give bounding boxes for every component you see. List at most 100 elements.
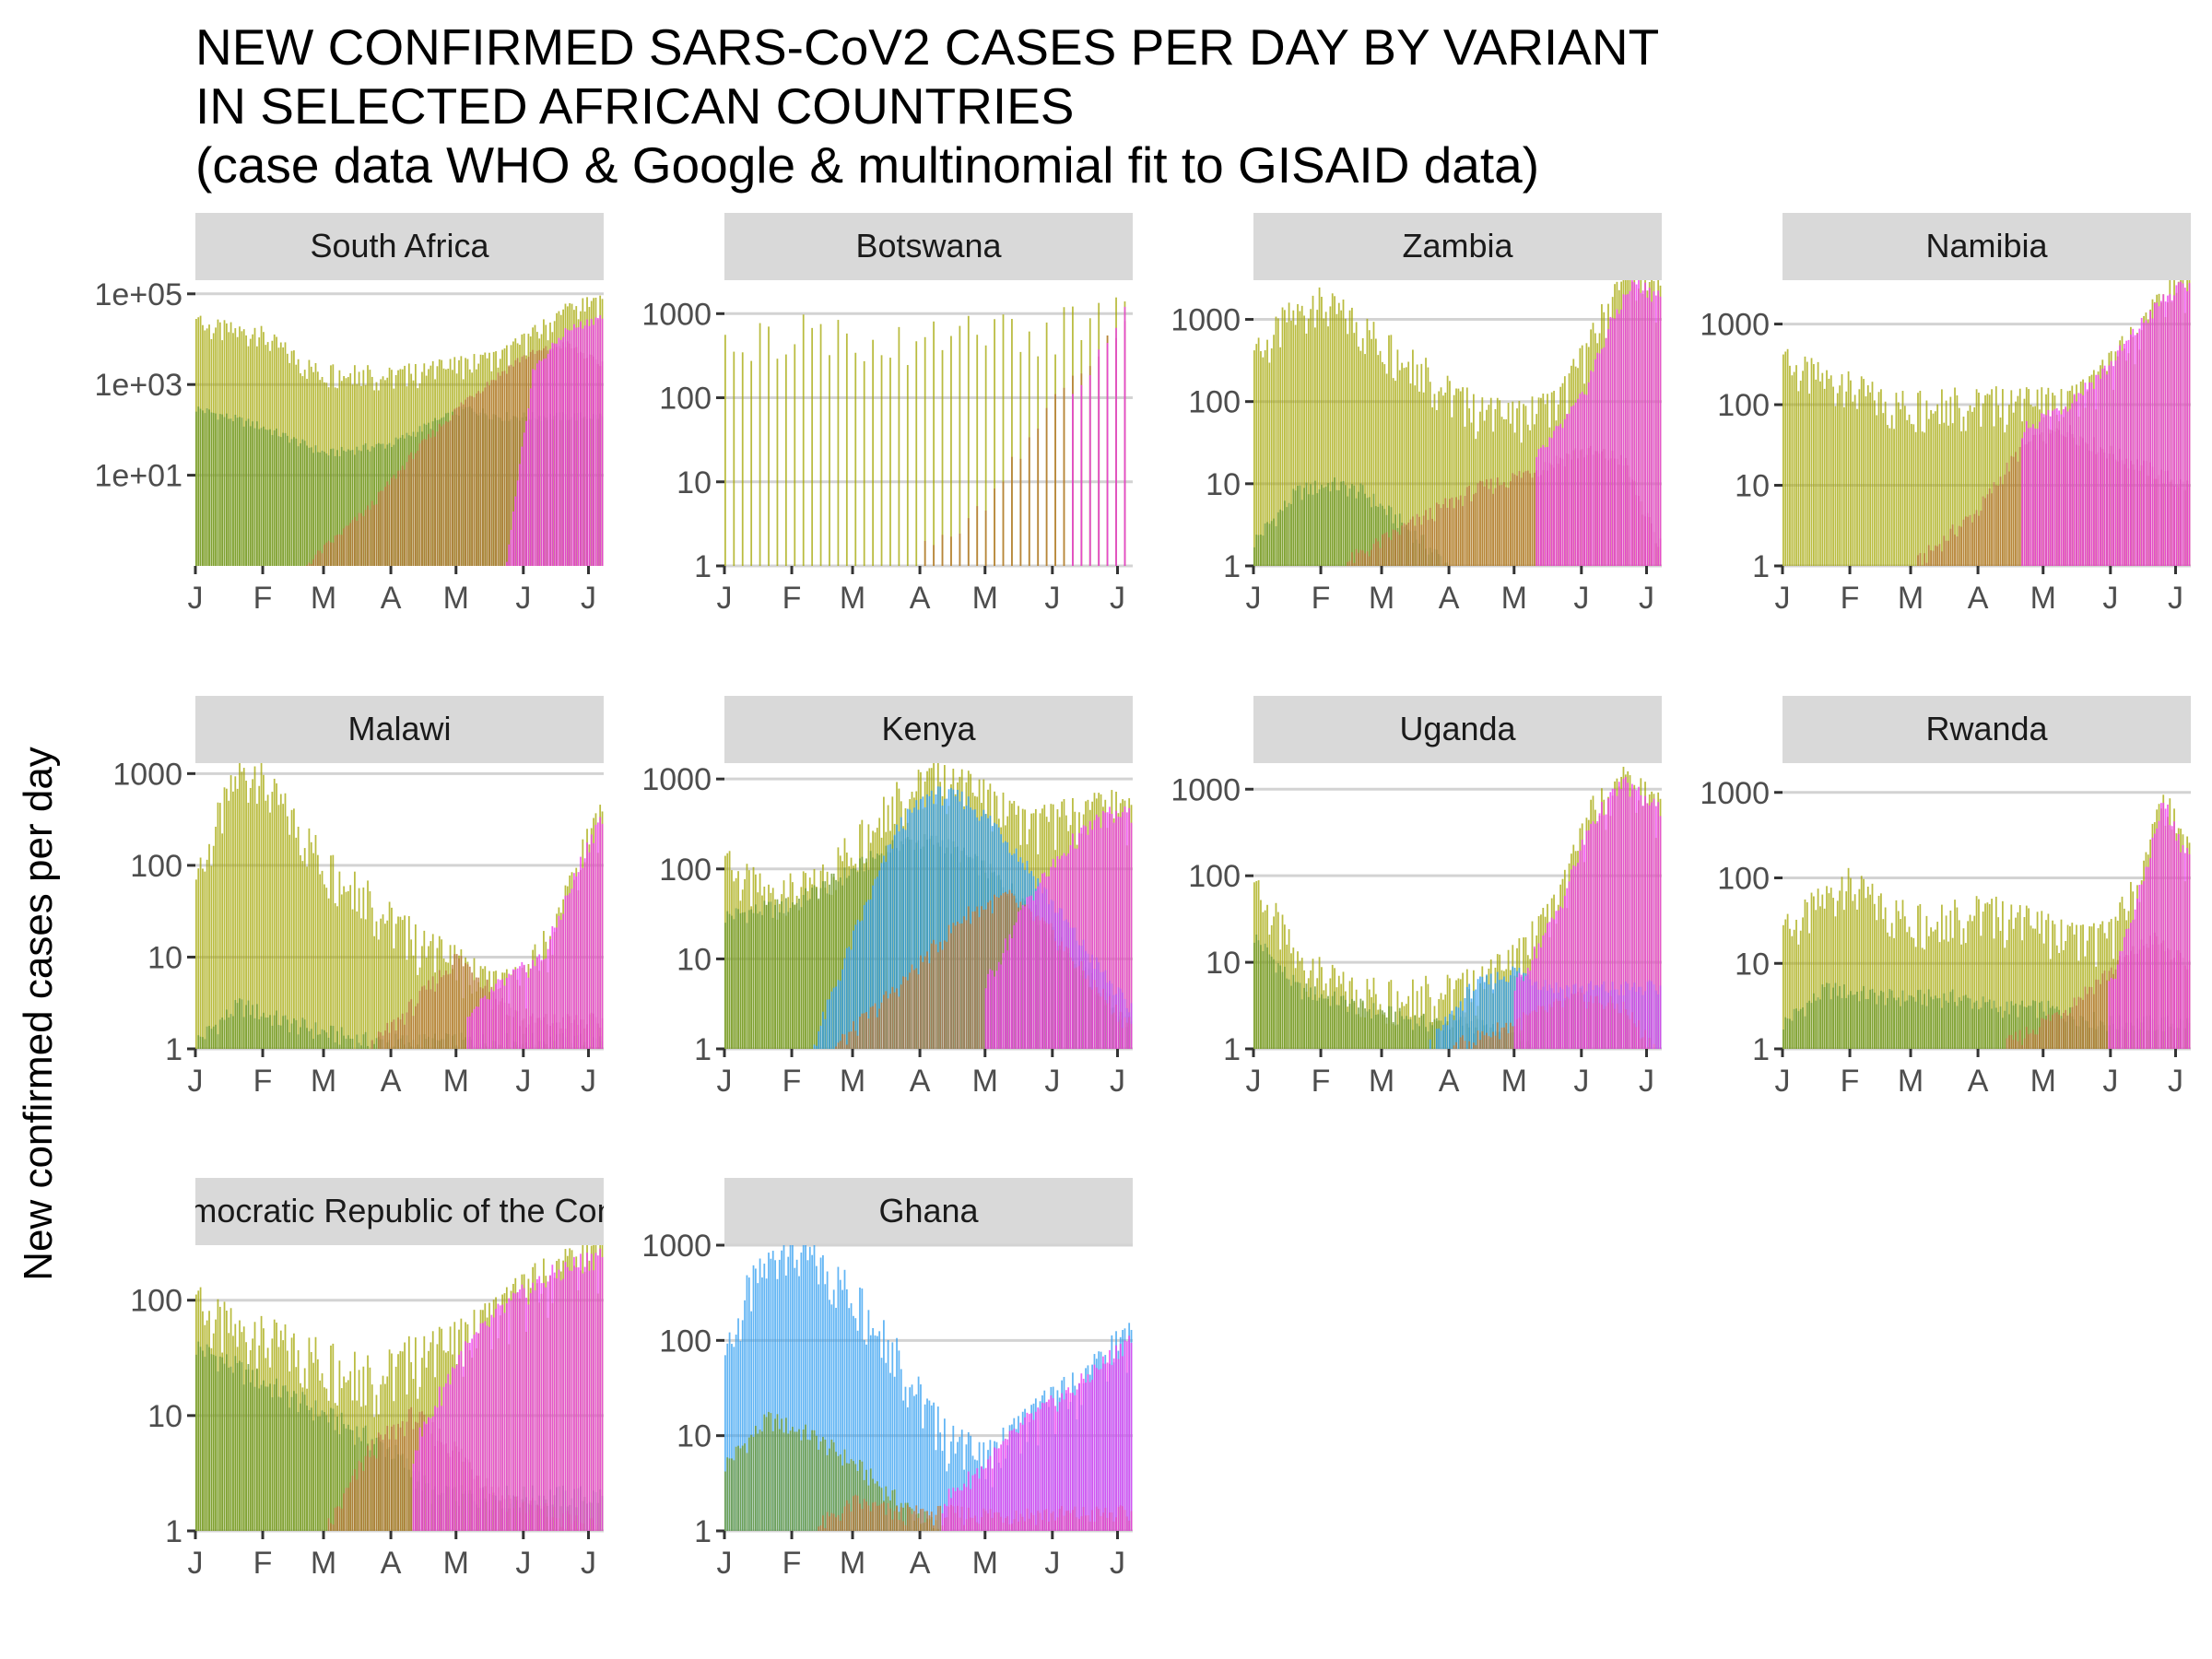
bar [354,1351,356,1531]
bar [1924,553,1925,566]
bar [371,1440,373,1531]
bar [737,1318,739,1531]
bar [1932,931,1935,1049]
bar [1477,1030,1479,1049]
bar [462,404,465,566]
bar [802,895,805,1049]
bar [508,544,511,566]
bar [1583,844,1585,1049]
bar [818,1030,820,1049]
bar [768,1411,770,1531]
bar [957,921,959,1049]
bar [1063,853,1065,1049]
bar [1841,997,1843,1049]
bar [1784,351,1787,566]
x-tick-label: F [1312,581,1331,616]
bar [904,830,907,1049]
bar [319,874,322,1049]
bar [293,808,295,1049]
bar [819,1257,822,1531]
bar [575,327,578,566]
bar [1921,565,1924,566]
bar [358,888,360,1049]
bar [1914,431,1917,566]
bar [1342,995,1345,1049]
bar [255,804,258,1049]
bar [1449,381,1451,566]
bar [1396,1024,1399,1049]
bar [976,906,979,1049]
bar [733,351,735,566]
bar [345,525,347,566]
series-magenta [1535,280,1662,566]
bar [1895,393,1898,566]
bar [1577,863,1579,1049]
bar [1488,984,1490,1049]
bar [1262,357,1265,566]
bar [519,464,521,566]
bar [1440,508,1442,566]
bar [1921,431,1924,566]
bar [215,1356,217,1531]
bar [1786,913,1789,1049]
bar [202,1037,204,1049]
x-tick-label: A [910,1064,931,1099]
bar [1405,524,1407,566]
bar [744,912,746,1049]
bar [1388,1006,1390,1049]
bar [2182,844,2184,1049]
bar [1812,364,1815,566]
bar [1438,391,1441,566]
y-tick-label: 10 [677,942,712,977]
bar [915,341,918,566]
bar [733,1347,735,1531]
bar [1115,327,1117,566]
bar [952,923,955,1049]
bar [841,1289,844,1531]
bar [835,986,837,1049]
bar [202,410,204,566]
y-tick-label: 1000 [641,297,712,332]
bar [540,1283,543,1531]
bar [1489,1037,1492,1049]
bar [1353,333,1356,566]
bar [512,969,514,1049]
bar [1967,997,1970,1049]
bar [754,1426,757,1531]
bar [566,329,569,566]
bar [1853,994,1856,1049]
bar [1620,309,1622,566]
bar [1828,893,1830,1049]
bar [1412,979,1414,1049]
bar [266,1018,269,1049]
bar [1927,418,1930,566]
bar [210,1029,213,1049]
bar [1457,500,1460,566]
bar [1457,388,1460,566]
bar [512,366,514,566]
bar [1494,982,1497,1049]
bar [449,973,452,1049]
bar [1048,876,1050,1049]
bar [1585,394,1588,566]
bar [377,1432,380,1531]
bar [735,908,737,1049]
bar [325,888,328,1049]
bar [1455,1006,1457,1049]
bar [2041,1018,2043,1049]
bar [282,1016,285,1049]
bar [2015,452,2017,566]
panel-title: Kenya [881,710,976,747]
x-tick-label: J [1246,1064,1262,1099]
bar [1518,972,1521,1049]
bar [1429,507,1431,566]
bar [1908,994,1911,1049]
bar [1347,334,1349,566]
bar [316,854,319,1049]
bar [1288,302,1290,566]
bar [1270,348,1273,566]
bar [1810,892,1813,1049]
bar [2055,1012,2058,1049]
bar [349,1482,352,1531]
bar [1329,491,1332,566]
